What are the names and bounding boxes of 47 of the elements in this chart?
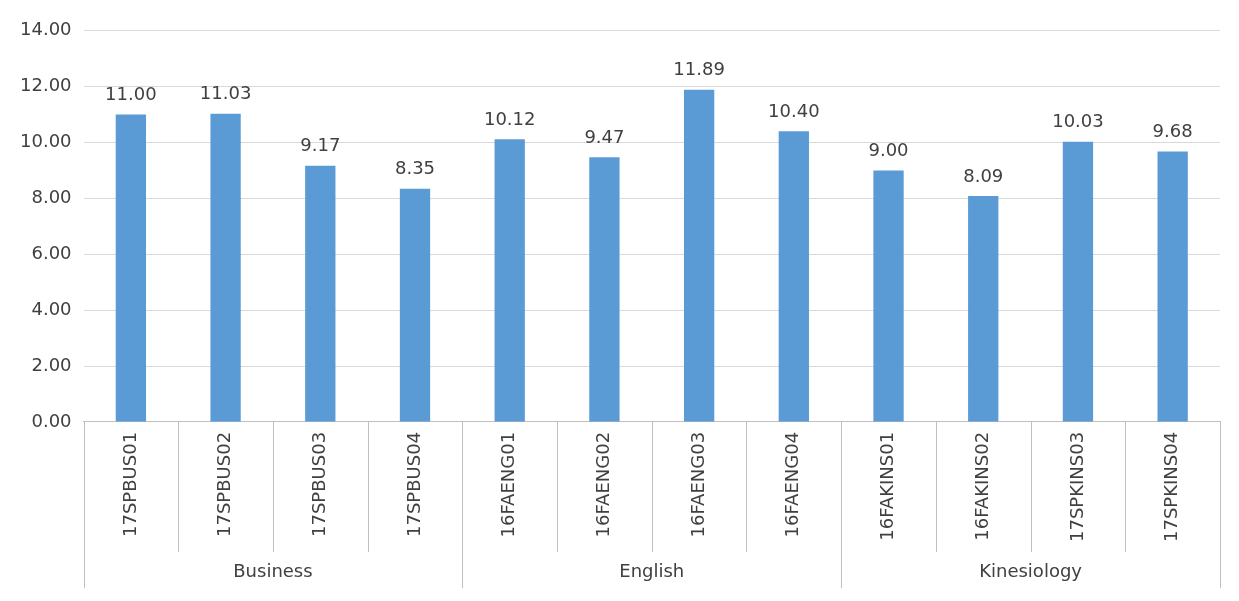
bar [683, 89, 715, 422]
bar [210, 113, 241, 422]
x-tick-label: 16FAENG01 [497, 431, 519, 538]
y-tick-label: 12.00 [20, 74, 72, 96]
bar [399, 188, 431, 422]
data-label: 11.03 [199, 82, 252, 104]
data-label: 8.35 [394, 157, 436, 179]
data-label: 9.47 [584, 126, 625, 148]
x-tick-label: 17SPBUS01 [118, 431, 140, 537]
bar [494, 139, 525, 422]
data-label: 9.00 [868, 139, 909, 161]
y-tick-label: 10.00 [20, 130, 72, 152]
data-label: 9.17 [300, 134, 341, 156]
bar [1157, 151, 1188, 422]
data-label: 11.00 [105, 83, 157, 105]
bar [778, 131, 809, 422]
y-tick-label: 8.00 [31, 186, 72, 208]
bar [115, 114, 147, 422]
y-tick-label: 6.00 [31, 241, 72, 263]
text: Business [233, 559, 313, 581]
y-tick-label: 14.00 [20, 18, 72, 40]
data-label: 9.68 [1152, 120, 1193, 142]
x-tick-label: 17SPBUS03 [307, 431, 329, 537]
y-tick-label: 0.00 [31, 409, 72, 431]
x-tick-label: 17SPBUS02 [213, 431, 235, 537]
text: English [619, 559, 685, 581]
data-label: 10.40 [768, 100, 820, 122]
data-label: 11.89 [673, 58, 725, 80]
bar [305, 165, 336, 422]
bar [589, 157, 620, 422]
x-tick-label: 17SPKINS04 [1160, 431, 1182, 542]
x-tick-label: 16FAKINS02 [970, 431, 992, 541]
y-tick-label: 4.00 [31, 297, 72, 319]
x-tick-label: 16FAKINS01 [876, 431, 898, 541]
bar [873, 170, 904, 422]
x-tick-label: 16FAENG04 [781, 431, 803, 538]
text: Kinesiology [979, 559, 1083, 581]
y-tick-label: 2.00 [31, 353, 72, 375]
bar [1062, 141, 1094, 422]
data-label: 10.03 [1052, 110, 1104, 132]
x-tick-label: 17SPBUS04 [402, 431, 424, 537]
x-tick-label: 16FAENG03 [686, 431, 708, 538]
data-label: 10.12 [483, 107, 536, 129]
data-label: 8.09 [963, 164, 1004, 186]
x-tick-label: 17SPKINS03 [1065, 431, 1087, 542]
x-tick-label: 16FAENG02 [592, 431, 614, 538]
bar [968, 195, 999, 422]
